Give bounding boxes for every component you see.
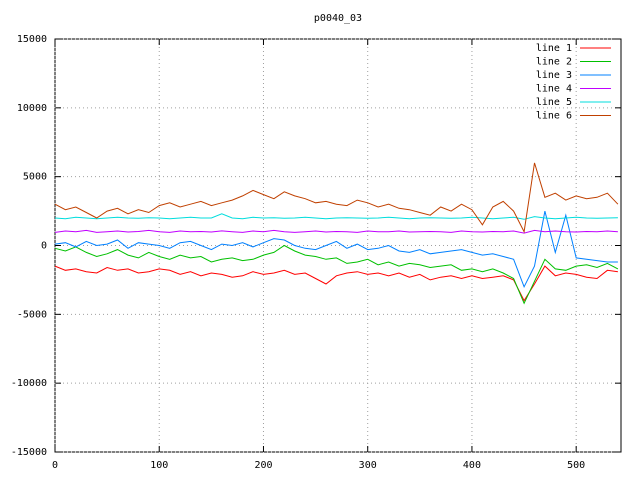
legend-label: line 3 — [536, 70, 572, 81]
legend-label: line 5 — [536, 97, 572, 108]
x-tick-label: 0 — [52, 460, 58, 471]
legend-label: line 1 — [536, 43, 572, 54]
legend-label: line 6 — [536, 111, 572, 122]
series-line — [54, 210, 618, 289]
chart-title: p0040_03 — [314, 13, 362, 24]
y-tick-label: 10000 — [17, 103, 47, 114]
series-line — [54, 162, 619, 234]
series-line — [54, 229, 618, 234]
y-tick-label: 0 — [41, 241, 47, 252]
legend-label: line 2 — [536, 57, 572, 68]
y-tick-label: -10000 — [11, 378, 47, 389]
y-tick-label: 15000 — [17, 34, 47, 45]
x-tick-label: 500 — [567, 460, 585, 471]
x-tick-label: 300 — [359, 460, 377, 471]
y-tick-label: 5000 — [23, 172, 47, 183]
series-line — [54, 265, 618, 302]
series-line — [54, 213, 618, 220]
x-tick-label: 100 — [150, 460, 168, 471]
x-tick-label: 200 — [254, 460, 272, 471]
series-line — [54, 244, 619, 305]
y-tick-label: -15000 — [11, 447, 47, 458]
y-tick-label: -5000 — [17, 309, 47, 320]
x-tick-label: 400 — [463, 460, 481, 471]
legend-label: line 4 — [536, 84, 572, 95]
